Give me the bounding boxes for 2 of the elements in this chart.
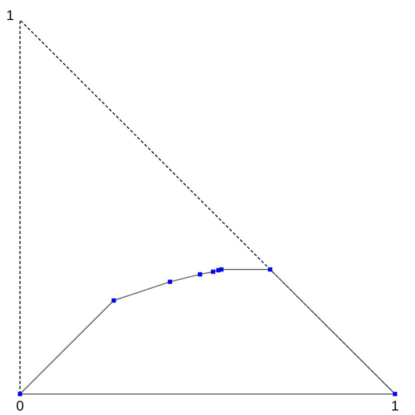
x-tick-label: 0 <box>16 397 24 414</box>
annotation: 1 <box>6 6 14 23</box>
